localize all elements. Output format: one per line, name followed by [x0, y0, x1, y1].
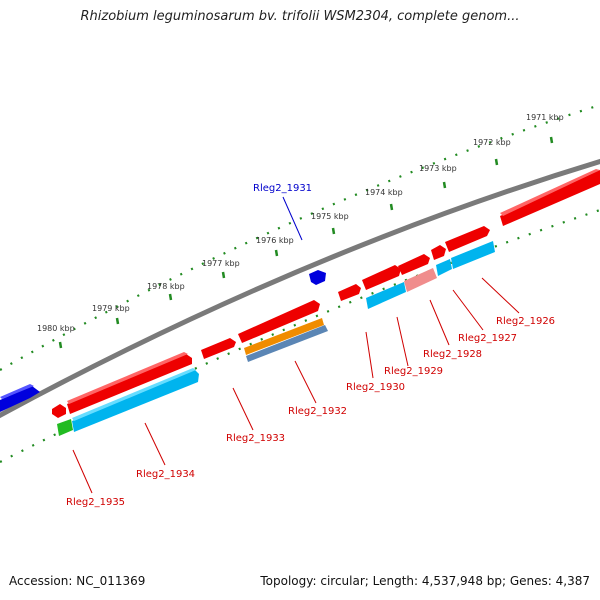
kbp-label: 1977 kbp	[202, 259, 240, 268]
map-title: Rhizobium leguminosarum bv. trifolii WSM…	[80, 9, 520, 24]
gene-rleg2-1931[interactable]	[309, 270, 326, 285]
gene-orange[interactable]	[244, 318, 324, 355]
gene-red-set[interactable]	[52, 169, 600, 418]
kbp-label: 1976 kbp	[256, 236, 294, 245]
gene-label-1929[interactable]: Rleg2_1929	[384, 366, 443, 377]
kbp-label: 1973 kbp	[419, 164, 457, 173]
gene-label-1931[interactable]: Rleg2_1931	[253, 183, 312, 194]
kbp-label: 1980 kbp	[37, 324, 75, 333]
gene-label-1926[interactable]: Rleg2_1926	[496, 316, 555, 327]
kbp-label: 1978 kbp	[147, 282, 185, 291]
gene-blue-left[interactable]	[0, 384, 40, 412]
kbp-label: 1979 kbp	[92, 304, 130, 313]
gene-steelblue[interactable]	[246, 325, 328, 362]
cds-cyan-set[interactable]	[72, 241, 495, 432]
gene-label-1928[interactable]: Rleg2_1928	[423, 349, 482, 360]
kbp-label: 1971 kbp	[526, 113, 564, 122]
genome-summary-text: Topology: circular; Length: 4,537,948 bp…	[260, 574, 590, 588]
gene-label-1935[interactable]: Rleg2_1935	[66, 497, 125, 508]
leader-lines	[72, 277, 520, 494]
gene-label-1934[interactable]: Rleg2_1934	[136, 469, 195, 480]
gene-pink[interactable]	[404, 268, 437, 292]
genome-backbone	[0, 158, 600, 419]
gene-label-1930[interactable]: Rleg2_1930	[346, 382, 405, 393]
gene-label-1932[interactable]: Rleg2_1932	[288, 406, 347, 417]
ruler-ticks	[58, 136, 554, 349]
kbp-label: 1974 kbp	[365, 188, 403, 197]
gene-green[interactable]	[57, 419, 73, 436]
leader-line-1931	[282, 196, 303, 241]
kbp-label: 1972 kbp	[473, 138, 511, 147]
kbp-label: 1975 kbp	[311, 212, 349, 221]
accession-text: Accession: NC_011369	[9, 574, 146, 588]
ruler-outer-track	[0, 103, 600, 371]
gene-label-1933[interactable]: Rleg2_1933	[226, 433, 285, 444]
gene-label-1927[interactable]: Rleg2_1927	[458, 333, 517, 344]
